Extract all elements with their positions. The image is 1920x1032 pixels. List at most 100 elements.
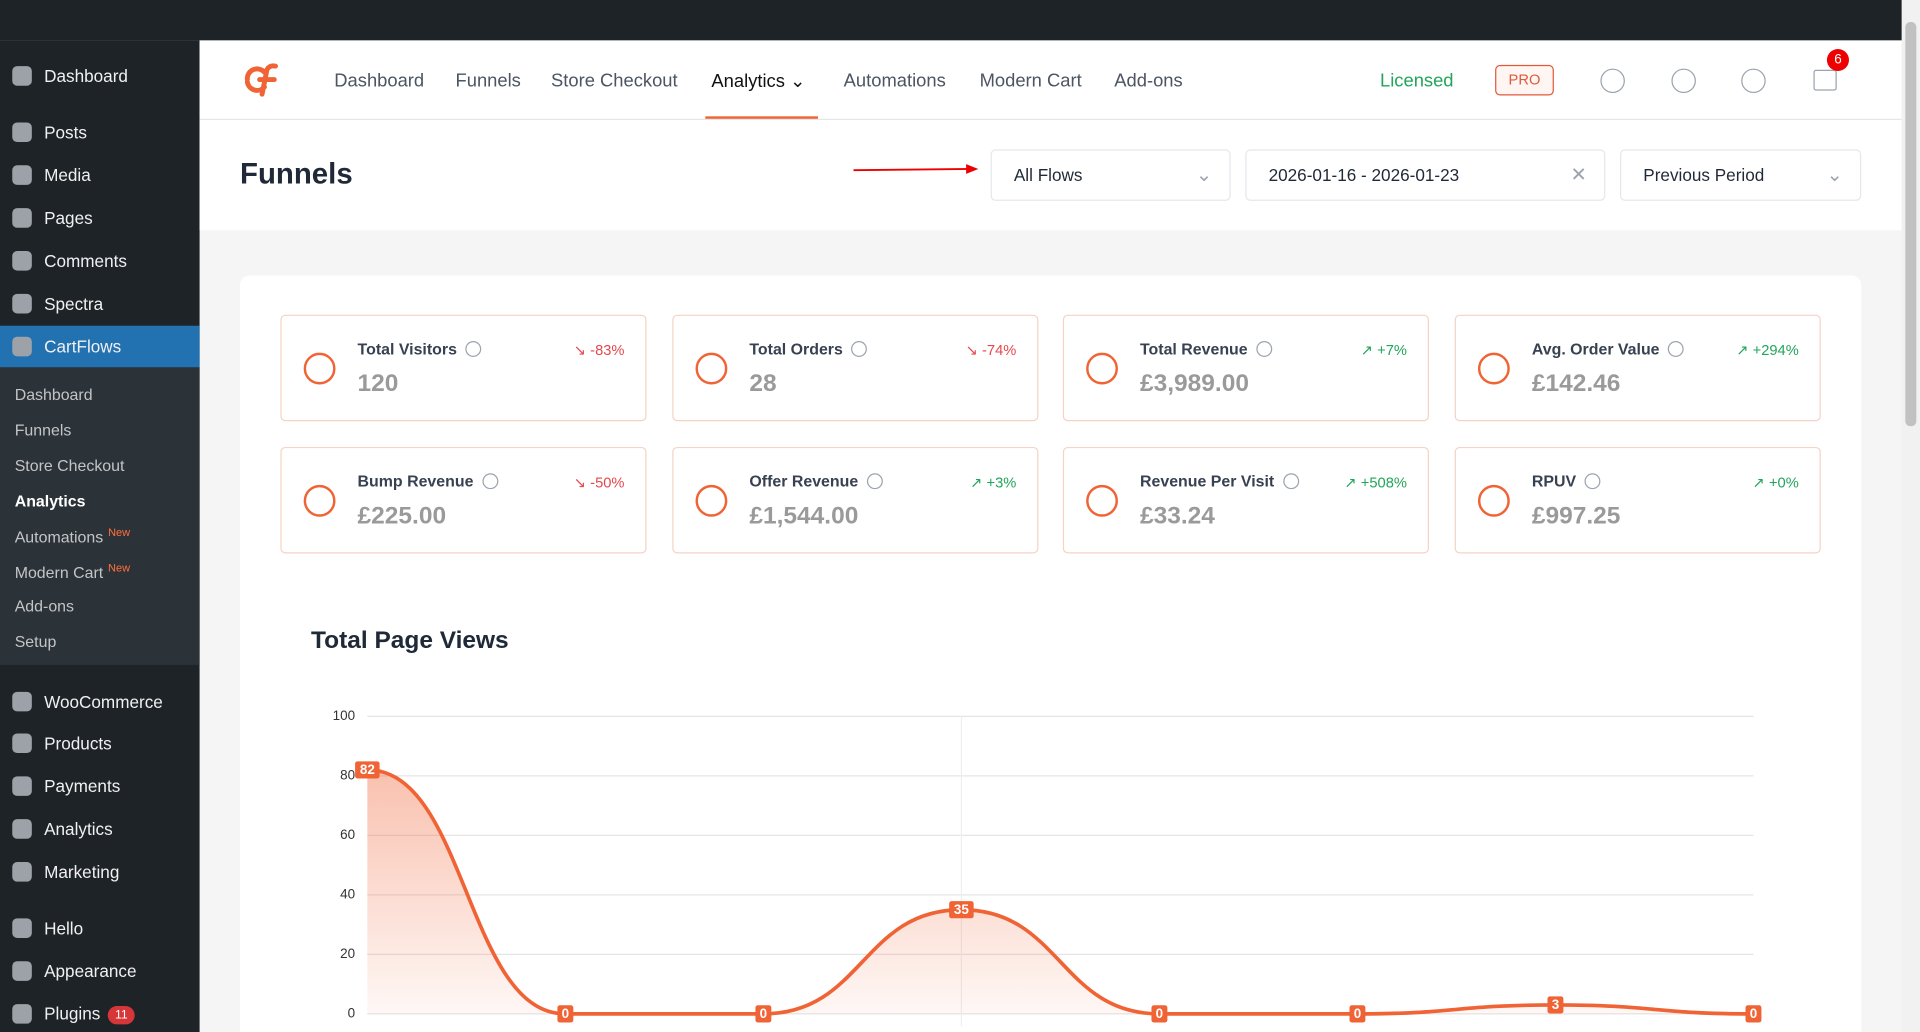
menu-item[interactable]: Pages (44, 208, 93, 228)
nav-item[interactable]: Funnels (456, 70, 521, 91)
stat-change-text: -50% (590, 473, 625, 492)
stat-change: ↘ -74% (966, 342, 1017, 359)
stat-icon (1477, 484, 1510, 517)
nav-item[interactable]: Analytics ⌄ (711, 70, 805, 92)
stat-card: Revenue Per Visit £33.24 ↗ +508% (1062, 446, 1429, 554)
stat-label-text: Revenue Per Visit (1140, 472, 1275, 491)
submenu-label: Analytics (14, 491, 86, 510)
admin-bar (0, 0, 1920, 41)
y-tick-label: 100 (333, 708, 355, 723)
info-icon (866, 473, 883, 490)
submenu-item[interactable]: Modern Cart New (15, 561, 130, 581)
scroll-thumb[interactable] (1905, 22, 1917, 427)
info-icon (465, 341, 482, 357)
stat-value: 28 (749, 370, 777, 398)
menu-item[interactable]: Posts (44, 122, 87, 142)
menu-label: Payments (44, 776, 121, 796)
stat-label: Total Orders (749, 340, 868, 358)
filter[interactable]: All Flows ⌄ (990, 149, 1231, 201)
stat-value: £1,544.00 (749, 502, 859, 530)
menu-label: WooCommerce (44, 691, 163, 712)
value-label-bg (1547, 996, 1564, 1014)
pro-badge[interactable]: PRO (1495, 64, 1554, 96)
submenu-item[interactable]: Analytics (15, 491, 86, 509)
menu-item[interactable]: Payments (44, 776, 120, 796)
menu-item[interactable]: Hello (44, 918, 83, 938)
stat-icon (1477, 352, 1510, 385)
menu-item[interactable]: Spectra (44, 294, 103, 314)
video-icon[interactable] (1671, 68, 1696, 94)
stat-value: £3,989.00 (1140, 370, 1249, 398)
submenu-item[interactable]: Funnels (15, 420, 72, 438)
menu-item[interactable]: Appearance (44, 961, 136, 981)
stat-change: ↗ +3% (970, 474, 1016, 491)
settings-icon[interactable] (1600, 68, 1625, 94)
stat-icon (1086, 352, 1118, 385)
trend-icon: ↗ (1344, 473, 1361, 492)
submenu-item[interactable]: Store Checkout (15, 456, 125, 474)
trend-icon: ↘ (965, 341, 983, 359)
submenu-item[interactable]: Add-ons (15, 597, 74, 615)
submenu-label: Dashboard (14, 385, 93, 404)
menu-label: Comments (44, 251, 127, 271)
menu-item[interactable]: Plugins 11 (44, 1004, 136, 1025)
submenu-item[interactable]: Dashboard (15, 385, 93, 403)
trend-icon: ↗ (970, 473, 987, 492)
nav-item[interactable]: Add-ons (1114, 70, 1182, 91)
menu-item[interactable]: CartFlows (44, 337, 121, 357)
value-label-bg (355, 761, 380, 779)
arrow (853, 164, 979, 174)
nav-item[interactable]: Dashboard (334, 70, 424, 91)
submenu-item[interactable]: Setup (15, 633, 57, 651)
stat-value: £142.46 (1531, 370, 1621, 398)
sidebar: Dashboard Posts Media Pages Comments Spectra C… (0, 40, 200, 1032)
info-icon (482, 473, 498, 490)
stat-card: Total Visitors 120 ↘ -83% (280, 314, 647, 422)
y-tick-label: 40 (340, 886, 355, 901)
nav-label: Store Checkout (551, 70, 678, 92)
stat-card: Total Revenue £3,989.00 ↗ +7% (1062, 314, 1429, 422)
menu-icon (12, 66, 32, 86)
menu-item[interactable]: Analytics (44, 819, 113, 839)
filter[interactable]: 2026-01-16 - 2026-01-23 ✕ (1245, 149, 1606, 201)
submenu-label: Add-ons (14, 597, 74, 616)
menu-label: Pages (44, 208, 93, 228)
menu-icon (12, 336, 32, 357)
stat-change-text: +508% (1360, 473, 1407, 492)
active-underline (705, 116, 818, 119)
stat-change: ↗ +294% (1736, 342, 1799, 359)
submenu-badge: New (108, 525, 131, 539)
menu-item[interactable]: Dashboard (44, 66, 128, 86)
info-icon (1282, 473, 1299, 490)
menu-icon (12, 733, 32, 754)
nav-item[interactable]: Store Checkout (551, 70, 678, 91)
stat-label-text: RPUV (1531, 472, 1577, 491)
stat-icon (695, 484, 728, 517)
y-tick-label: 20 (340, 946, 355, 961)
menu-item[interactable]: Products (44, 733, 112, 753)
menu-item[interactable]: Comments (44, 251, 127, 271)
filter[interactable]: Previous Period ⌄ (1620, 149, 1862, 201)
value-label: 0 (1156, 1006, 1163, 1021)
announce-icon[interactable] (1813, 69, 1837, 91)
stat-card: Total Orders 28 ↘ -74% (672, 314, 1039, 422)
scrollbar (1901, 0, 1920, 1032)
value-label: 3 (1552, 997, 1559, 1012)
notification-badge: 6 (1826, 48, 1849, 72)
submenu-label: Setup (14, 632, 57, 652)
nav-item[interactable]: Modern Cart (980, 70, 1082, 91)
menu-label: Spectra (44, 293, 104, 314)
nav-item[interactable]: Automations (844, 70, 946, 91)
stat-change-text: -83% (590, 341, 625, 359)
submenu-item[interactable]: Automations New (15, 526, 130, 546)
stat-label-text: Offer Revenue (749, 472, 859, 491)
value-label: 0 (1354, 1006, 1361, 1021)
filter-label: 2026-01-16 - 2026-01-23 (1268, 165, 1460, 185)
help-icon[interactable] (1741, 68, 1766, 94)
stat-change: ↗ +0% (1753, 474, 1799, 491)
menu-item[interactable]: Media (44, 165, 91, 185)
chevron: ⌄ (1195, 165, 1213, 187)
menu-item[interactable]: Marketing (44, 862, 119, 882)
stat-change: ↗ +508% (1344, 474, 1407, 491)
menu-item[interactable]: WooCommerce (44, 692, 163, 712)
